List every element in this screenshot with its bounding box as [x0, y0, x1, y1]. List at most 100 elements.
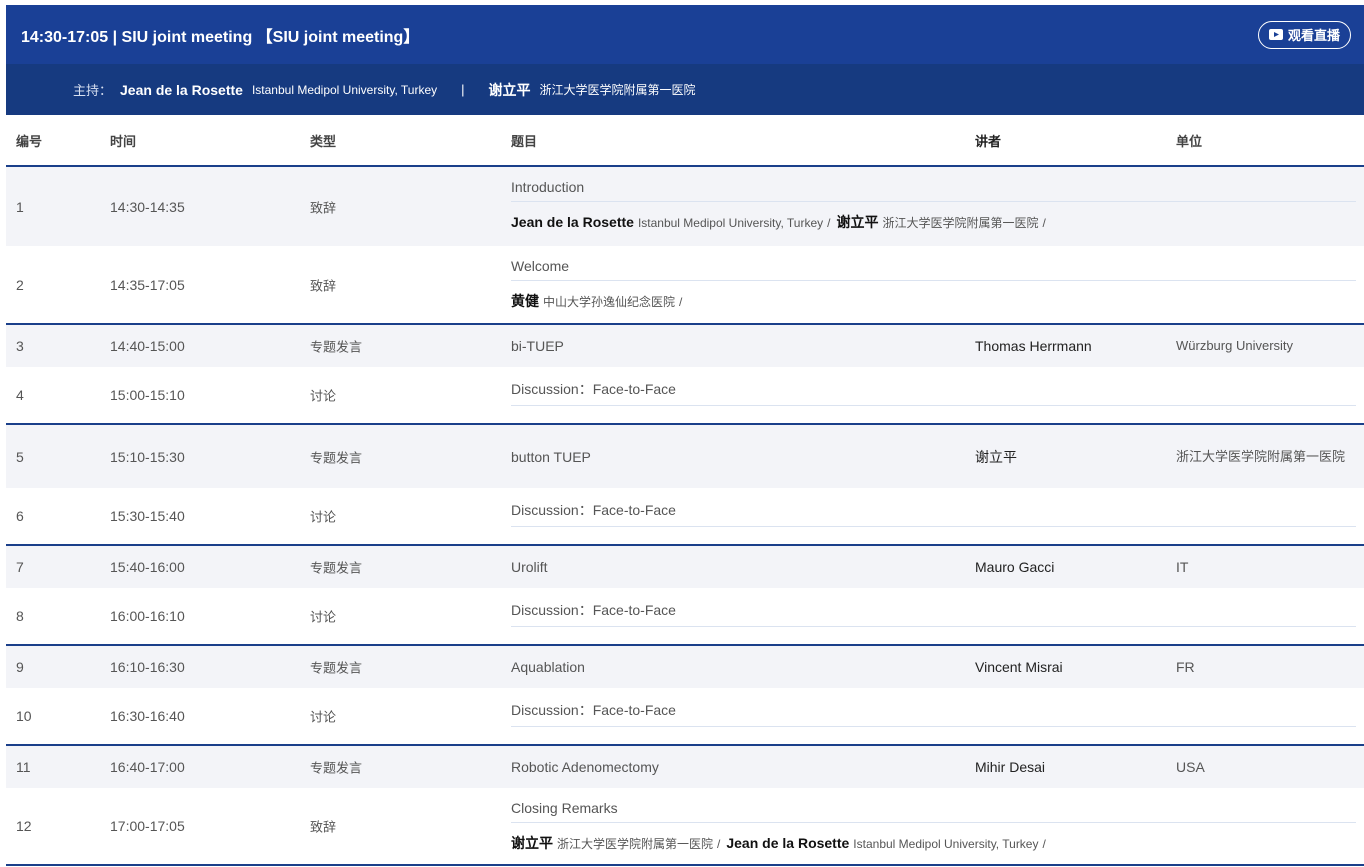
row-unit: IT: [1176, 559, 1189, 575]
table-row: 8 16:00-16:10 讨论 Discussion：Face-to-Face: [6, 588, 1364, 646]
column-header-speaker: 讲者: [975, 133, 1002, 149]
host-affiliation: 浙江大学医学院附属第一医院: [539, 83, 696, 97]
row-topic-block: Discussion：Face-to-Face: [511, 700, 1356, 727]
row-type: 专题发言: [310, 339, 363, 355]
session-panel: 14:30-17:05 | SIU joint meeting 【SIU joi…: [6, 5, 1364, 866]
row-speaker: Mauro Gacci: [975, 559, 1055, 575]
row-topic-block: Discussion：Face-to-Face: [511, 600, 1356, 627]
row-time: 15:00-15:10: [110, 387, 185, 403]
row-time: 16:30-16:40: [110, 708, 185, 724]
table-row: 6 15:30-15:40 讨论 Discussion：Face-to-Face: [6, 488, 1364, 546]
row-time: 14:30-14:35: [110, 198, 185, 215]
video-play-icon: [1268, 29, 1283, 40]
row-topic: button TUEP: [511, 448, 591, 465]
row-topic: Welcome: [511, 258, 1356, 281]
column-header-unit: 单位: [1176, 133, 1203, 149]
table-row: 7 15:40-16:00 专题发言 Urolift Mauro Gacci IT: [6, 546, 1364, 588]
row-type: 致辞: [310, 819, 337, 835]
row-number: 5: [16, 448, 24, 465]
host-name: 谢立平: [488, 81, 531, 98]
column-header-type: 类型: [310, 133, 337, 149]
row-type: 专题发言: [310, 450, 363, 465]
row-topic: Closing Remarks: [511, 800, 1356, 823]
row-time: 14:40-15:00: [110, 338, 185, 354]
table-row: 11 16:40-17:00 专题发言 Robotic Adenomectomy …: [6, 746, 1364, 788]
speaker-list: 黄健 中山大学孙逸仙纪念医院 /: [511, 291, 1356, 311]
row-topic-block: Discussion：Face-to-Face: [511, 379, 1356, 406]
hosts-bar: 主持： Jean de la Rosette Istanbul Medipol …: [6, 64, 1364, 115]
watch-live-button[interactable]: 观看直播: [1257, 20, 1351, 49]
speaker-affiliation: Istanbul Medipol University, Turkey: [637, 216, 824, 230]
table-row: 5 15:10-15:30 专题发言 button TUEP 谢立平 浙江大学医学…: [6, 425, 1364, 488]
row-number: 10: [16, 708, 32, 724]
speaker-name: 谢立平: [836, 214, 879, 230]
speaker-name: Jean de la Rosette: [511, 214, 634, 230]
row-time: 16:40-17:00: [110, 759, 185, 775]
row-type: 专题发言: [310, 760, 363, 776]
row-type: 致辞: [310, 278, 337, 293]
schedule-table-body: 1 14:30-14:35 致辞 Introduction Jean de la R…: [6, 167, 1364, 866]
row-number: 3: [16, 338, 24, 354]
row-topic-block: Closing Remarks 谢立平 浙江大学医学院附属第一医院 / Jean de …: [511, 800, 1356, 853]
row-topic: Discussion：Face-to-Face: [511, 379, 1356, 406]
row-speaker: Thomas Herrmann: [975, 338, 1092, 354]
row-topic: Introduction: [511, 179, 1356, 202]
row-type: 专题发言: [310, 560, 363, 576]
row-time: 17:00-17:05: [110, 818, 185, 834]
row-time: 15:10-15:30: [110, 448, 185, 465]
speaker-list: Jean de la Rosette Istanbul Medipol Unive…: [511, 212, 1356, 232]
table-row: 10 16:30-16:40 讨论 Discussion：Face-to-Face: [6, 688, 1364, 746]
row-speaker: 谢立平: [975, 448, 1017, 465]
table-row: 2 14:35-17:05 致辞 Welcome 黄健 中山大学孙逸仙纪念医院 /: [6, 246, 1364, 325]
table-row: 1 14:30-14:35 致辞 Introduction Jean de la R…: [6, 167, 1364, 246]
row-number: 12: [16, 818, 32, 834]
row-time: 14:35-17:05: [110, 276, 185, 293]
table-header: 编号 时间 类型 题目 讲者 单位: [6, 115, 1364, 167]
session-title: 14:30-17:05 | SIU joint meeting 【SIU joi…: [21, 28, 420, 46]
row-number: 11: [16, 759, 31, 775]
row-topic-block: Introduction Jean de la Rosette Istanbul M…: [511, 179, 1356, 232]
row-type: 讨论: [310, 388, 337, 404]
row-number: 2: [16, 276, 24, 293]
row-number: 8: [16, 608, 24, 624]
speaker-separator: /: [1042, 216, 1046, 230]
column-header-number: 编号: [16, 133, 43, 149]
watch-live-label: 观看直播: [1287, 28, 1340, 43]
row-unit: 浙江大学医学院附属第一医院: [1176, 448, 1346, 464]
speaker-list: 谢立平 浙江大学医学院附属第一医院 / Jean de la Rosette Istan…: [511, 833, 1356, 853]
row-number: 7: [16, 559, 24, 575]
table-row: 9 16:10-16:30 专题发言 Aquablation Vincent Mi…: [6, 646, 1364, 688]
speaker-name: Jean de la Rosette: [726, 835, 850, 851]
row-time: 15:40-16:00: [110, 559, 185, 575]
column-header-topic: 题目: [511, 133, 538, 149]
row-topic: Urolift: [511, 559, 548, 575]
row-number: 4: [16, 387, 24, 403]
row-topic: Robotic Adenomectomy: [511, 759, 659, 775]
table-row: 3 14:40-15:00 专题发言 bi-TUEP Thomas Herrman…: [6, 325, 1364, 367]
speaker-affiliation: 中山大学孙逸仙纪念医院: [543, 295, 676, 309]
table-row: 4 15:00-15:10 讨论 Discussion：Face-to-Face: [6, 367, 1364, 425]
host-separator: |: [461, 82, 465, 97]
host-affiliation: Istanbul Medipol University, Turkey: [251, 82, 438, 97]
row-time: 16:10-16:30: [110, 659, 185, 675]
speaker-name: 黄健: [511, 293, 539, 309]
row-topic-block: Welcome 黄健 中山大学孙逸仙纪念医院 /: [511, 258, 1356, 311]
row-topic: bi-TUEP: [511, 338, 564, 354]
row-type: 专题发言: [310, 660, 363, 676]
host-name: Jean de la Rosette: [120, 81, 243, 98]
row-type: 讨论: [310, 609, 337, 625]
row-unit: Würzburg University: [1176, 338, 1294, 353]
speaker-separator: /: [1042, 837, 1046, 851]
row-topic: Discussion：Face-to-Face: [511, 600, 1356, 627]
row-unit: USA: [1176, 759, 1205, 775]
speaker-separator: /: [679, 295, 683, 309]
row-type: 讨论: [310, 509, 337, 525]
row-speaker: Mihir Desai: [975, 759, 1046, 775]
row-speaker: Vincent Misrai: [975, 659, 1063, 675]
hosts-label: 主持：: [73, 83, 113, 98]
row-type: 讨论: [310, 709, 337, 725]
row-number: 9: [16, 659, 24, 675]
speaker-separator: /: [717, 837, 721, 851]
column-header-time: 时间: [110, 133, 137, 149]
speaker-affiliation: Istanbul Medipol University, Turkey: [853, 837, 1039, 851]
